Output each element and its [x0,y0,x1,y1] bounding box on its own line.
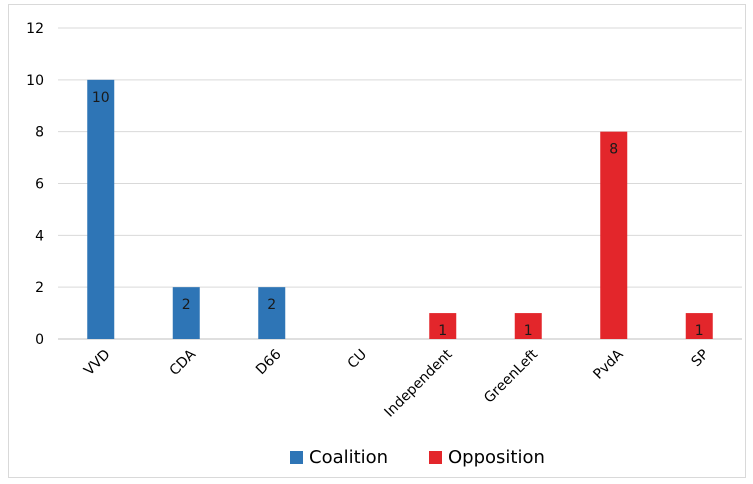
bar-sp [685,313,713,339]
data-label: 1 [524,323,533,339]
data-label: 1 [695,323,704,339]
y-tick-label: 10 [26,73,44,89]
x-tick-label: CU [345,347,370,372]
legend-label: Coalition [309,447,388,468]
y-axis-ticks: 0 2 4 6 8 10 12 [26,21,44,348]
data-label: 8 [609,142,618,158]
y-tick-label: 0 [35,332,44,348]
bar-independent [429,313,457,339]
y-tick-label: 8 [35,125,44,141]
y-tick-label: 4 [35,228,44,244]
x-tick-label: SP [689,347,713,371]
bar-cda [172,287,200,339]
x-tick-label: GreenLeft [481,346,541,406]
x-tick-label: VVD [81,347,113,379]
x-tick-label: PvdA [590,346,626,382]
bars [87,79,713,339]
legend-swatch-opposition [429,451,442,464]
legend: Coalition Opposition [290,447,545,468]
bar-pvda [600,131,628,339]
x-axis-ticks: VVD CDA D66 CU Independent GreenLeft PvdA SP [81,346,712,420]
legend-swatch-coalition [290,451,303,464]
data-label: 10 [92,90,110,106]
y-tick-label: 12 [26,21,44,37]
x-tick-label: Independent [382,346,456,420]
bar-vvd [87,79,115,339]
legend-label: Opposition [448,447,545,468]
bar-d66 [258,287,286,339]
bar-greenleft [514,313,542,339]
data-label: 2 [267,297,276,313]
chart-frame [8,4,746,478]
y-tick-label: 2 [35,280,44,296]
gridlines [58,27,742,340]
x-tick-label: CDA [167,346,200,379]
data-labels: 10 2 2 1 1 8 1 [92,90,704,339]
data-label: 1 [438,323,447,339]
x-tick-label: D66 [253,346,285,378]
y-tick-label: 6 [35,177,44,193]
data-label: 2 [182,297,191,313]
